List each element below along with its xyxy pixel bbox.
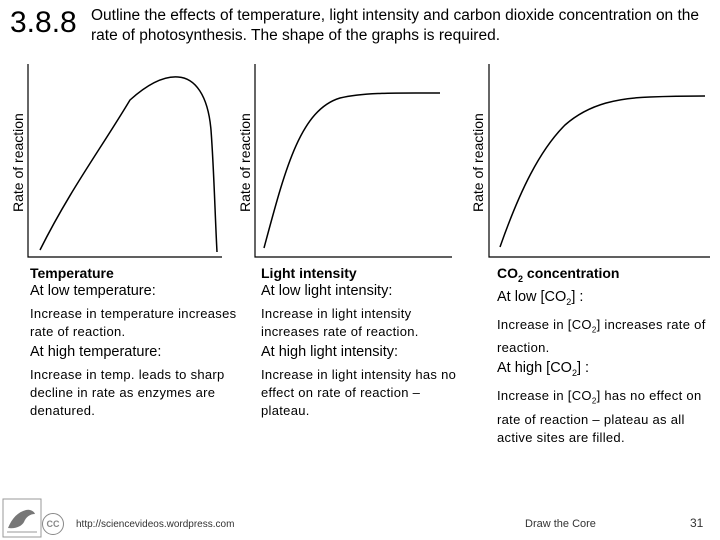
- footer-url-link[interactable]: http://sciencevideos.wordpress.com: [76, 519, 235, 530]
- high-label: At high temperature:: [30, 344, 162, 360]
- high-label: At high light intensity:: [261, 344, 399, 360]
- column-light-intensity: Light intensity At low light intensity: …: [261, 265, 471, 420]
- graph-co2-curve: [499, 95, 706, 248]
- low-text: Increase in temperature increases rate o…: [30, 306, 237, 339]
- slide-title: Outline the effects of temperature, ligh…: [91, 7, 700, 44]
- high-text: Increase in temp. leads to sharp decline…: [30, 367, 225, 418]
- graph-co2-ylabel: Rate of reaction: [470, 113, 486, 212]
- section-number: 3.8.8: [10, 6, 77, 39]
- footer-center-text: Draw the Core: [525, 518, 596, 530]
- graph-light-intensity: [254, 64, 452, 258]
- high-label: At high [CO2] :: [497, 360, 590, 379]
- graph-temperature-curve: [39, 76, 218, 253]
- factor-heading: Temperature: [30, 265, 114, 281]
- graph-light-curve: [263, 92, 441, 249]
- graph-co2-axes: [488, 64, 710, 258]
- low-text: Increase in [CO2] increases rate of reac…: [497, 316, 706, 356]
- cc-badge-icon: CC: [42, 513, 64, 535]
- low-label: At low light intensity:: [261, 283, 393, 299]
- low-label: At low [CO2] :: [497, 288, 584, 307]
- factor-heading: CO2 concentration: [497, 265, 620, 284]
- page-number: 31: [690, 516, 704, 530]
- graph-temperature: [27, 64, 222, 258]
- graph-light-ylabel: Rate of reaction: [237, 113, 253, 212]
- low-label: At low temperature:: [30, 283, 156, 299]
- high-text: Increase in [CO2] has no effect on rate …: [497, 388, 702, 445]
- graph-co2: [488, 64, 710, 258]
- graph-temperature-axes: [27, 64, 222, 258]
- factor-heading: Light intensity: [261, 265, 357, 281]
- graph-light-axes: [254, 64, 452, 258]
- column-temperature: Temperature At low temperature: Increase…: [30, 265, 240, 420]
- low-text: Increase in light intensity increases ra…: [261, 306, 419, 339]
- column-co2: CO2 concentration At low [CO2] : Increas…: [497, 265, 709, 447]
- graph-temperature-ylabel: Rate of reaction: [10, 113, 26, 212]
- high-text: Increase in light intensity has no effec…: [261, 367, 457, 418]
- creative-commons-logo-icon: [2, 498, 42, 538]
